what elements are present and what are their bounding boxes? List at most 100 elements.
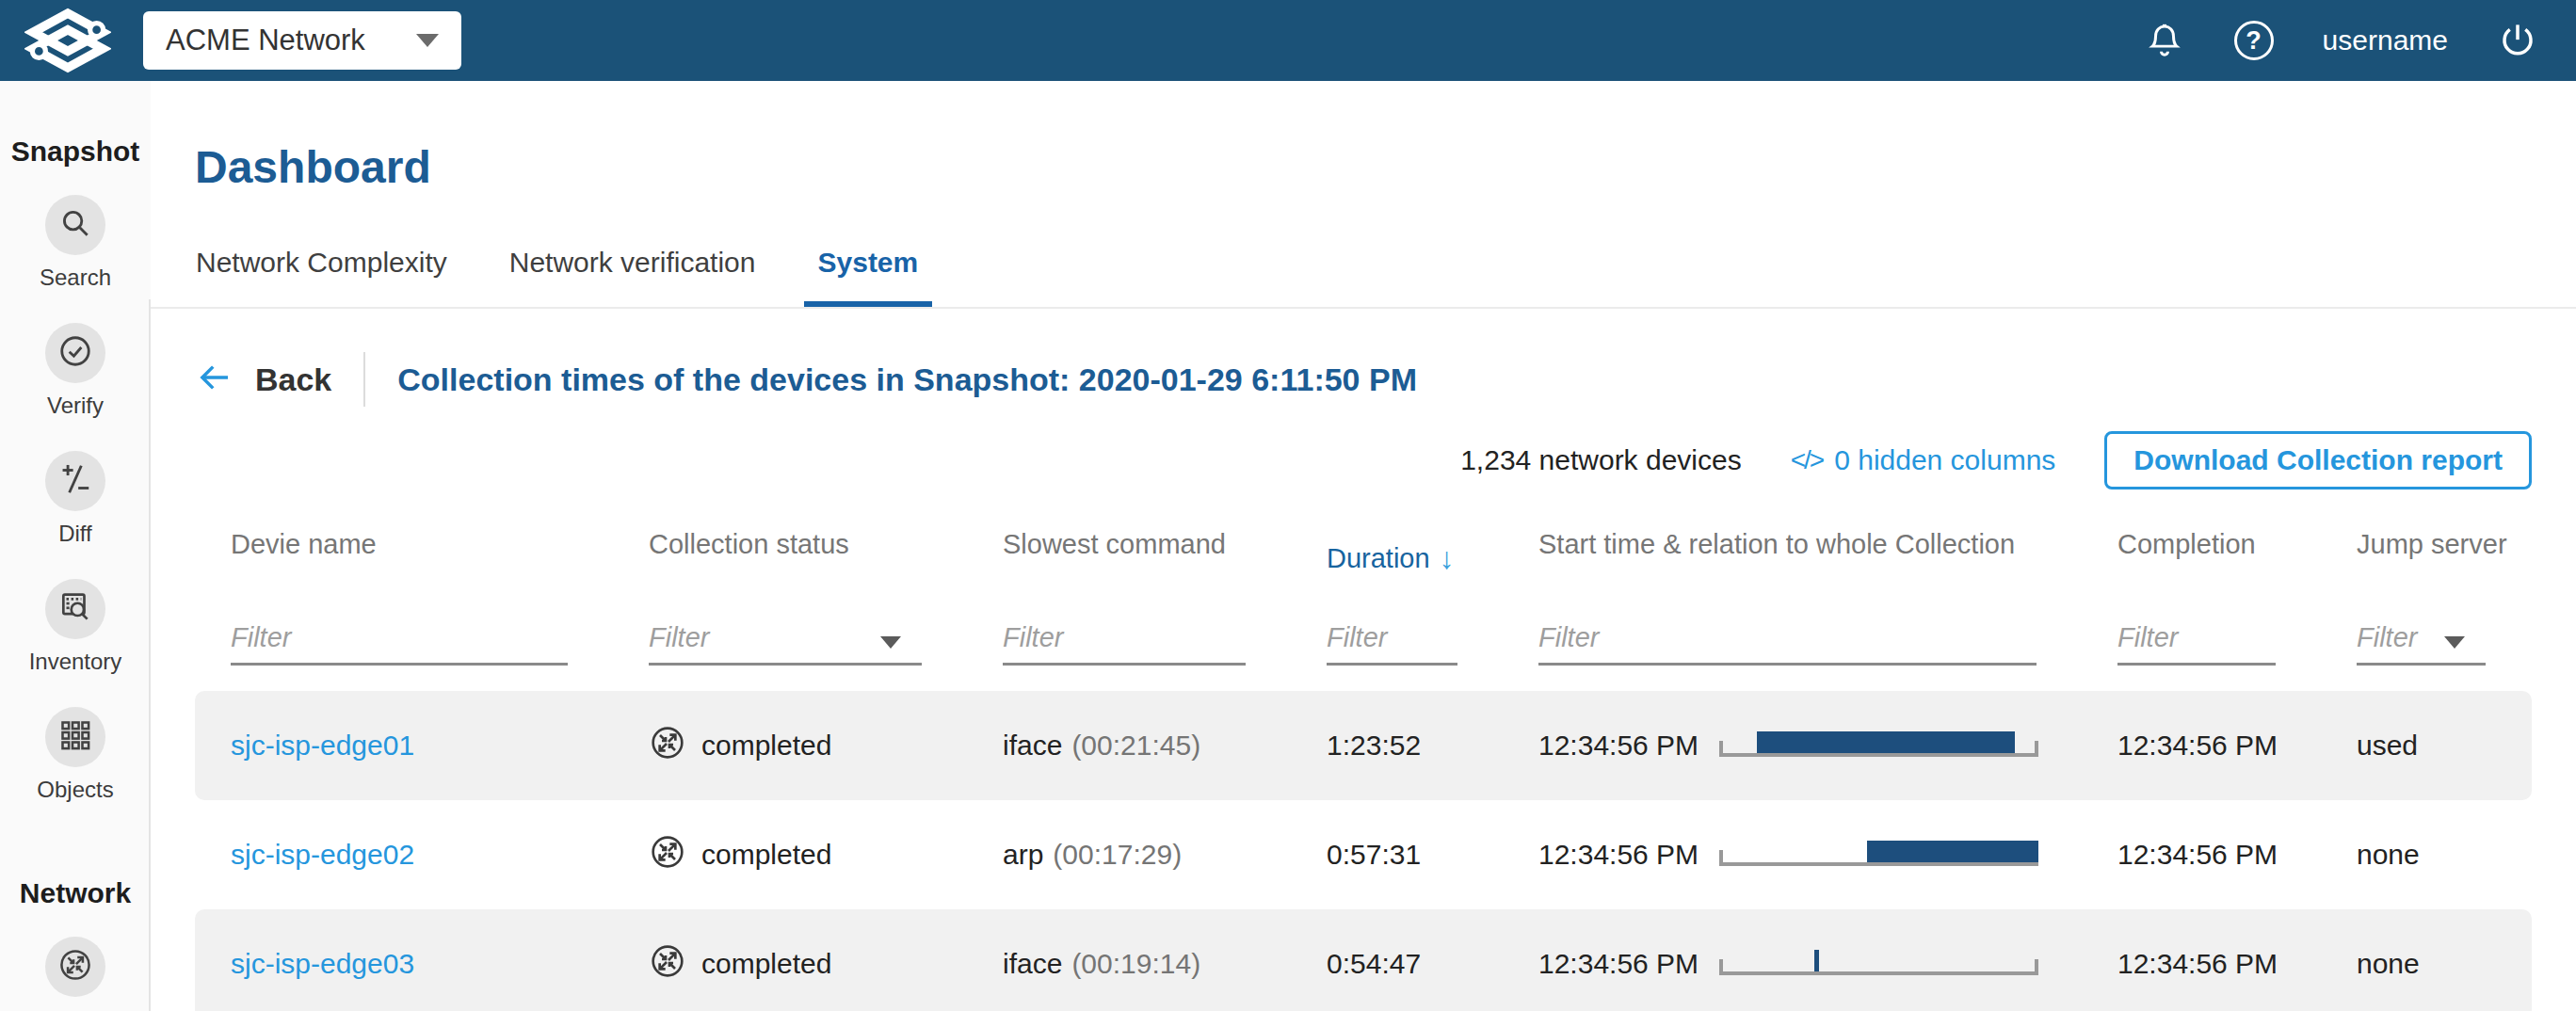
table-row: sjc-isp-edge01 completed iface (00:21:45)… [195, 691, 2532, 800]
verify-check-icon [57, 333, 93, 373]
duration-value: 1:23:52 [1291, 691, 1503, 800]
device-count: 1,234 network devices [1460, 444, 1742, 476]
sidebar-item-inventory[interactable]: Inventory [29, 579, 122, 675]
sidebar-item-label: Objects [37, 777, 113, 803]
device-link[interactable]: sjc-isp-edge02 [231, 839, 414, 871]
completion-value: 12:34:56 PM [2082, 691, 2321, 800]
jump-server-value: used [2321, 691, 2531, 800]
back-button[interactable]: Back [195, 358, 331, 401]
back-label: Back [255, 361, 331, 398]
completion-value: 12:34:56 PM [2082, 909, 2321, 1011]
collection-timeline [1719, 834, 2038, 875]
device-link[interactable]: sjc-isp-edge03 [231, 948, 414, 980]
app-logo-icon [24, 8, 111, 73]
sidebar-item-diff[interactable]: Diff [45, 451, 105, 547]
search-icon [57, 205, 93, 245]
chevron-down-icon [416, 34, 439, 47]
status-text: completed [701, 839, 831, 871]
slowest-command: iface [1003, 730, 1062, 762]
slowest-command: arp [1003, 839, 1043, 871]
workspace-selector-value: ACME Network [166, 24, 365, 57]
help-icon[interactable]: ? [2234, 21, 2274, 60]
collection-timeline [1719, 943, 2038, 985]
back-arrow-icon [195, 358, 234, 401]
sort-desc-icon: ↓ [1440, 541, 1455, 575]
jump-server-value: none [2321, 800, 2531, 909]
inventory-icon [57, 589, 93, 629]
col-header-device-name[interactable]: Devie name [195, 527, 613, 561]
sidebar-item-label: Devices [35, 1006, 115, 1011]
notifications-bell-icon[interactable] [2144, 20, 2185, 61]
table-body: sjc-isp-edge01 completed iface (00:21:45)… [195, 691, 2532, 1011]
timeline-bar [1814, 950, 1818, 971]
timeline-bar [1757, 731, 2015, 753]
top-bar: ACME Network ? username [0, 0, 2576, 81]
timeline-bar [1867, 841, 2038, 862]
start-time-value: 12:34:56 PM [1538, 948, 1699, 980]
hidden-columns-toggle[interactable]: </> 0 hidden columns [1791, 444, 2056, 476]
col-header-jump-server[interactable]: Jump server [2321, 527, 2531, 561]
status-router-icon [649, 724, 686, 768]
slowest-command-time: (00:17:29) [1053, 839, 1182, 871]
sidebar-item-label: Diff [58, 521, 92, 547]
sidebar-item-objects[interactable]: Objects [37, 707, 113, 803]
slowest-command-time: (00:19:14) [1071, 948, 1200, 980]
objects-grid-icon [58, 718, 92, 756]
filter-jump-server[interactable] [2357, 613, 2486, 666]
filter-completion[interactable] [2117, 613, 2276, 666]
tab-network-complexity[interactable]: Network Complexity [182, 247, 461, 307]
code-icon: </> [1791, 445, 1823, 475]
slowest-command: iface [1003, 948, 1062, 980]
filter-dropdown-icon[interactable] [880, 636, 901, 649]
slowest-command-time: (00:21:45) [1071, 730, 1200, 762]
left-sidebar: Snapshot Search Verify Diff [0, 81, 151, 1011]
filter-duration[interactable] [1327, 613, 1457, 666]
workspace-selector[interactable]: ACME Network [143, 11, 461, 70]
col-header-duration[interactable]: Duration ↓ [1291, 541, 1503, 575]
main-content: Dashboard Network Complexity Network ver… [151, 81, 2576, 1011]
sidebar-item-devices[interactable]: Devices [35, 937, 115, 1011]
start-time-value: 12:34:56 PM [1538, 730, 1699, 762]
tab-network-verification[interactable]: Network verification [495, 247, 770, 307]
tab-system[interactable]: System [804, 247, 933, 307]
vertical-divider [363, 352, 365, 407]
filter-dropdown-icon[interactable] [2444, 636, 2465, 649]
diff-plus-minus-icon [57, 461, 93, 501]
filter-start-time[interactable] [1538, 613, 2037, 666]
filter-device-name[interactable] [231, 613, 568, 666]
table-row: sjc-isp-edge03 completed iface (00:19:14)… [195, 909, 2532, 1011]
logout-power-icon[interactable] [2497, 20, 2538, 61]
sidebar-item-label: Inventory [29, 649, 122, 675]
status-router-icon [649, 833, 686, 877]
table-row: sjc-isp-edge02 completed arp(00:17:29) 0… [195, 800, 2532, 909]
devices-router-icon [57, 947, 93, 987]
download-collection-report-button[interactable]: Download Collection report [2104, 431, 2532, 489]
col-header-slowest-command[interactable]: Slowest command [967, 527, 1291, 561]
start-time-value: 12:34:56 PM [1538, 839, 1699, 871]
status-text: completed [701, 730, 831, 762]
tabs-divider [151, 307, 2576, 309]
sidebar-item-verify[interactable]: Verify [45, 323, 105, 419]
sidebar-item-label: Search [40, 265, 111, 291]
filter-slowest-command[interactable] [1003, 613, 1246, 666]
jump-server-value: none [2321, 909, 2531, 1011]
collection-timeline [1719, 725, 2038, 766]
device-link[interactable]: sjc-isp-edge01 [231, 730, 414, 762]
sidebar-section-network: Network [20, 875, 131, 912]
view-title: Collection times of the devices in Snaps… [397, 361, 1417, 398]
table-header: Devie name Collection status Slowest com… [195, 527, 2532, 575]
sidebar-item-label: Verify [47, 393, 104, 419]
sidebar-item-search[interactable]: Search [40, 195, 111, 291]
user-menu[interactable]: username [2323, 24, 2448, 56]
page-title: Dashboard [195, 141, 2576, 194]
col-header-start-time[interactable]: Start time & relation to whole Collectio… [1503, 527, 2082, 561]
hidden-columns-label: 0 hidden columns [1834, 444, 2055, 476]
duration-value: 0:54:47 [1291, 909, 1503, 1011]
status-router-icon [649, 942, 686, 987]
table-filter-row [195, 613, 2532, 666]
tab-bar: Network Complexity Network verification … [182, 247, 2576, 307]
status-text: completed [701, 948, 831, 980]
col-header-collection-status[interactable]: Collection status [613, 527, 967, 561]
sidebar-section-snapshot: Snapshot [11, 133, 140, 170]
col-header-completion[interactable]: Completion [2082, 527, 2321, 561]
